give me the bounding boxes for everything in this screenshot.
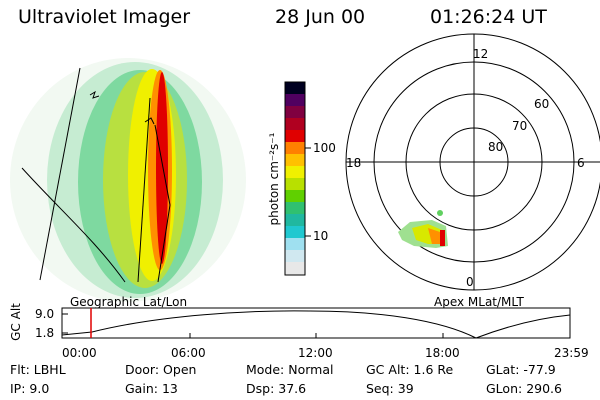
geo-panel-label: Geographic Lat/Lon (70, 295, 188, 309)
colorbar-tick-10: 10 (313, 229, 329, 243)
glat-label: GLat: (486, 362, 520, 377)
altitude-plot (61, 307, 571, 339)
alt-ytick-9: 9.0 (35, 307, 55, 321)
dsp-label: Dsp: (246, 381, 275, 396)
glat-info: GLat: -77.9 (486, 362, 556, 377)
alt-xtick-0600: 06:00 (171, 346, 206, 360)
ip-info: IP: 9.0 (10, 381, 49, 396)
gcalt-label: GC Alt: (366, 362, 410, 377)
alt-xtick-0000: 00:00 (62, 346, 97, 360)
polar-plot (345, 33, 600, 291)
mlt-label-6: 6 (577, 156, 585, 170)
mlat-label-80: 80 (488, 140, 504, 154)
gcalt-info: GC Alt: 1.6 Re (366, 362, 453, 377)
polar-panel-label: Apex MLat/MLT (434, 295, 524, 309)
seq-value: 39 (397, 381, 414, 396)
ip-value: 9.0 (29, 381, 50, 396)
glat-value: -77.9 (523, 362, 556, 377)
flt-label: Flt: (10, 362, 30, 377)
date-label: 28 Jun 00 (275, 6, 366, 28)
colorbar (284, 81, 311, 276)
door-label: Door: (125, 362, 160, 377)
time-label: 01:26:24 UT (430, 6, 547, 28)
geographic-image (10, 58, 246, 302)
mlt-label-18: 18 (346, 156, 362, 170)
mode-label: Mode: (246, 362, 285, 377)
ip-label: IP: (10, 381, 26, 396)
seq-info: Seq: 39 (366, 381, 414, 396)
dsp-info: Dsp: 37.6 (246, 381, 306, 396)
gcalt-value: 1.6 Re (413, 362, 454, 377)
mlat-label-60: 60 (534, 97, 550, 111)
alt-xtick-1200: 12:00 (298, 346, 333, 360)
dsp-value: 37.6 (278, 381, 307, 396)
glon-label: GLon: (486, 381, 523, 396)
flt-value: LBHL (33, 362, 66, 377)
glon-info: GLon: 290.6 (486, 381, 562, 396)
altitude-ylabel: GC Alt (8, 303, 23, 341)
alt-xtick-1800: 18:00 (425, 346, 460, 360)
flt-info: Flt: LBHL (10, 362, 66, 377)
door-value: Open (163, 362, 197, 377)
door-info: Door: Open (125, 362, 196, 377)
colorbar-label: photon cm⁻²s⁻¹ (267, 132, 281, 226)
alt-ytick-1.8: 1.8 (35, 326, 55, 340)
gain-info: Gain: 13 (125, 381, 178, 396)
mode-info: Mode: Normal (246, 362, 334, 377)
mlt-label-12: 12 (473, 47, 489, 61)
gain-value: 13 (161, 381, 178, 396)
colorbar-tick-100: 100 (313, 141, 336, 155)
glon-value: 290.6 (526, 381, 562, 396)
mode-value: Normal (288, 362, 334, 377)
alt-xtick-2359: 23:59 (554, 346, 589, 360)
gain-label: Gain: (125, 381, 158, 396)
mlt-label-0: 0 (466, 275, 474, 289)
mlat-label-70: 70 (512, 119, 528, 133)
instrument-title: Ultraviolet Imager (18, 6, 191, 28)
seq-label: Seq: (366, 381, 394, 396)
